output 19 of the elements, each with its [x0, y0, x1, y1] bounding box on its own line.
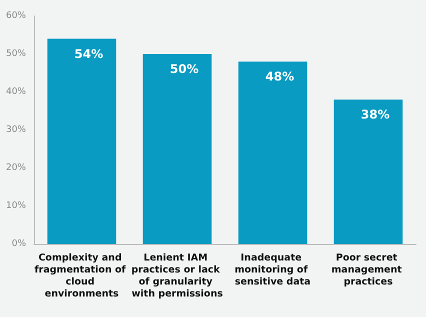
y-tick-label: 60% [6, 11, 26, 21]
bar [142, 54, 212, 244]
y-tick-label: 0% [12, 239, 26, 249]
bar [47, 38, 116, 244]
x-tick-label: Complexity and fragmentation of cloud environments [34, 252, 129, 300]
y-tick-label: 30% [6, 125, 26, 135]
bar [238, 62, 308, 244]
bar [334, 100, 403, 244]
data-label: 54% [74, 46, 104, 61]
data-label: 38% [360, 108, 390, 122]
y-tick-label: 50% [6, 49, 26, 59]
data-label: 48% [265, 70, 294, 84]
x-tick-label: Lenient IAM practices or lack of granularity with permissions [131, 252, 224, 300]
x-tick-label: Poor secret management practices [331, 252, 406, 288]
y-tick-label: 40% [6, 87, 26, 97]
data-label: 50% [170, 62, 199, 76]
y-tick-label: 10% [6, 201, 26, 211]
y-tick-label: 20% [6, 163, 26, 173]
x-tick-label: Inadequate monitoring of sensitive data [234, 252, 311, 288]
